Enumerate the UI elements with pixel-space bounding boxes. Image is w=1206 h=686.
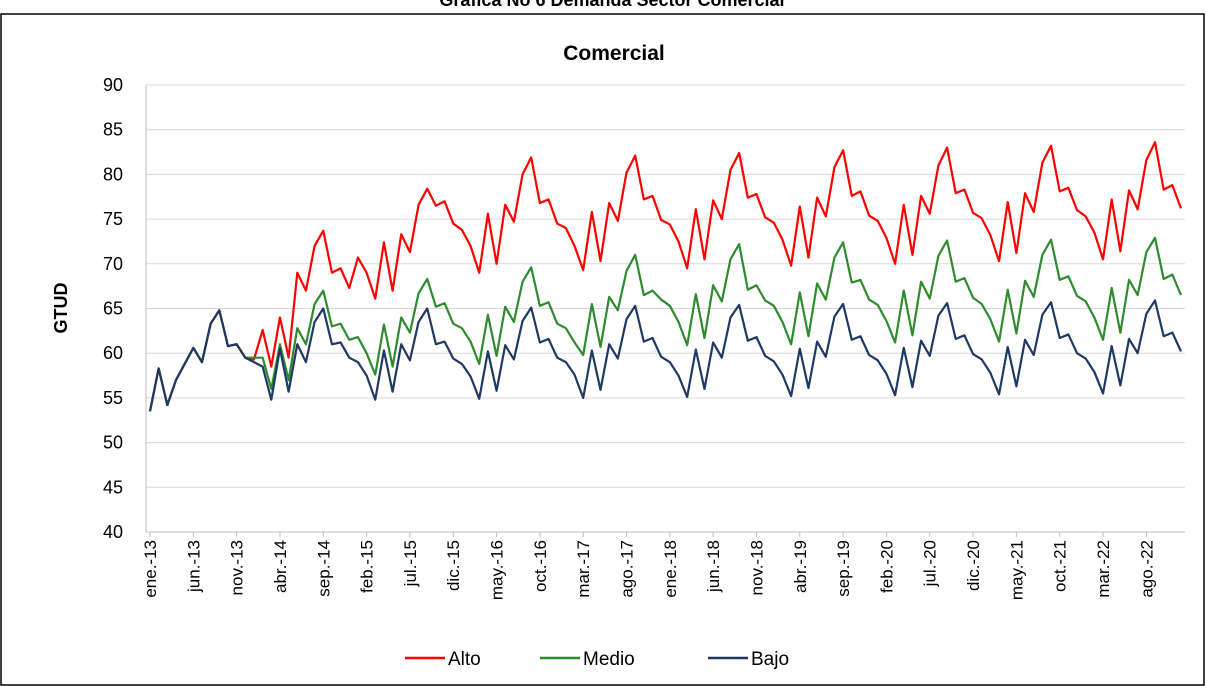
- x-tick-label: abr.-19: [791, 540, 810, 593]
- y-tick-label: 80: [103, 164, 123, 184]
- y-axis-label: GTUD: [51, 283, 71, 334]
- x-tick-label: jun.-13: [184, 540, 203, 593]
- x-tick-label: oct.-21: [1051, 540, 1070, 592]
- y-tick-label: 60: [103, 343, 123, 363]
- x-tick-label: ago.-22: [1137, 540, 1156, 598]
- x-tick-label: mar.-22: [1094, 540, 1113, 598]
- x-tick-label: feb.-20: [877, 540, 896, 593]
- x-tick-label: ene.-13: [141, 540, 160, 598]
- series-line: [148, 236, 1183, 412]
- chart-title: Comercial: [563, 42, 665, 65]
- y-tick-label: 45: [103, 477, 123, 497]
- x-tick-label: oct.-16: [531, 540, 550, 592]
- legend-label: Alto: [448, 649, 481, 670]
- x-tick-label: ene.-18: [661, 540, 680, 598]
- x-tick-label: dic.-20: [964, 540, 983, 591]
- x-tick-label: ago.-17: [618, 540, 637, 598]
- y-tick-label: 40: [103, 522, 123, 542]
- y-tick-label: 50: [103, 433, 123, 453]
- chart-frame: [0, 13, 1205, 686]
- x-tick-label: dic.-15: [444, 540, 463, 591]
- figure-title: Grafica No 6 Demanda Sector Comercial: [439, 0, 784, 10]
- series-line: [148, 299, 1182, 412]
- x-tick-label: abr.-14: [271, 540, 290, 593]
- y-tick-label: 55: [103, 388, 123, 408]
- y-tick-label: 75: [103, 209, 123, 229]
- y-tick-label: 90: [103, 75, 123, 95]
- series-line: [148, 141, 1183, 412]
- legend-label: Medio: [583, 649, 635, 670]
- y-tick-label: 65: [103, 299, 123, 319]
- x-tick-label: may.-16: [488, 540, 507, 600]
- x-tick-label: sep.-14: [314, 540, 333, 597]
- y-tick-label: 70: [103, 254, 123, 274]
- x-tick-label: sep.-19: [834, 540, 853, 597]
- x-tick-label: feb.-15: [358, 540, 377, 593]
- legend-label: Bajo: [751, 649, 789, 670]
- x-tick-label: may.-21: [1007, 540, 1026, 600]
- x-tick-label: jul.-20: [921, 540, 940, 587]
- x-tick-label: nov.-13: [228, 540, 247, 595]
- y-tick-label: 85: [103, 120, 123, 140]
- x-tick-label: jun.-18: [704, 540, 723, 593]
- x-tick-label: mar.-17: [574, 540, 593, 598]
- x-tick-label: jul.-15: [401, 540, 420, 587]
- x-tick-label: nov.-18: [747, 540, 766, 595]
